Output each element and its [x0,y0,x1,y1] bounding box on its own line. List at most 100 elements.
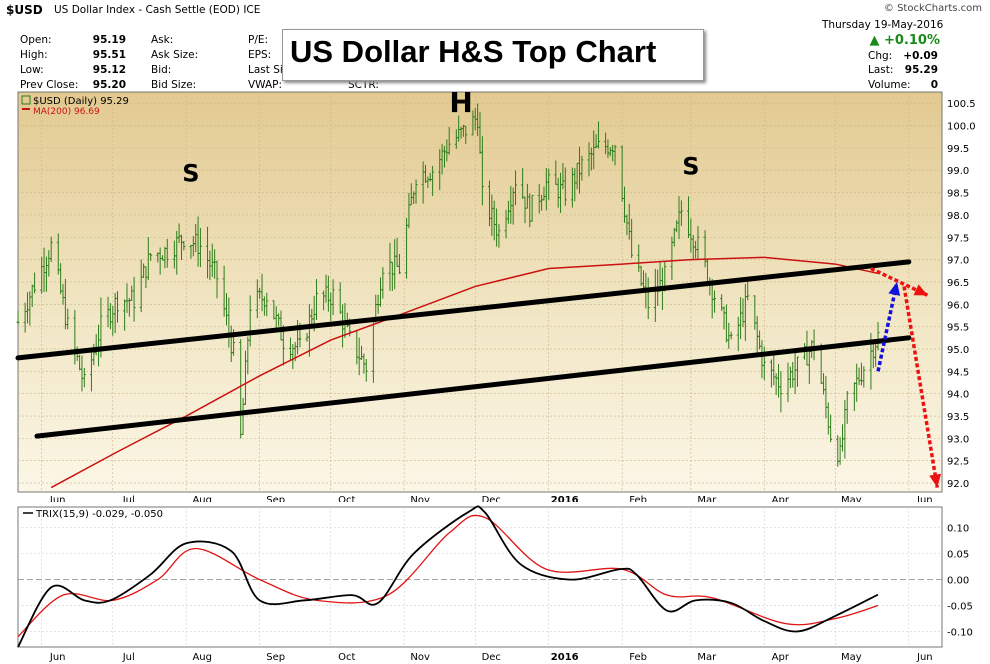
chg-label: Chg: [868,50,893,62]
trix-x-tick-label: 2016 [551,652,579,663]
quote-low-label: Low: [20,64,44,76]
price-panel-background [17,91,943,493]
quote-date: Thursday 19-May-2016 [822,19,944,31]
chg-value: +0.09 [903,50,938,62]
trix-x-tick-label: Jul [122,652,135,663]
projection-arrowhead [888,281,901,296]
y-tick-label: 100.0 [947,122,976,133]
volume-value: 0 [930,79,938,91]
quote-eps-label: EPS: [248,49,272,61]
x-tick-label: May [841,495,862,502]
y-tick-label: 99.0 [947,166,969,177]
trix-y-tick-label: 0.05 [947,550,969,561]
trix-y-tick-label: 0.00 [947,576,969,587]
exchange-label: ICE [243,4,261,16]
x-tick-label: Apr [772,495,790,502]
pattern-label-h: H [449,86,472,119]
legend-ohlc-swatch [21,95,31,105]
overlay-title-box: US Dollar H&S Top Chart [282,29,704,81]
y-tick-label: 95.5 [947,323,969,334]
trix-panel-background [17,506,943,648]
description-text: US Dollar Index - Cash Settle (EOD) [54,4,240,16]
legend-trix: TRIX(15,9) -0.029, -0.050 [35,509,163,520]
y-tick-label: 98.0 [947,211,969,222]
quote-vwap-label: VWAP: [248,79,283,91]
trix-y-tick-label: -0.05 [947,602,973,613]
y-tick-label: 93.5 [947,412,969,423]
trix-line [17,505,879,648]
trix-x-tick-label: Oct [338,652,355,663]
pattern-label-s: S [182,159,199,187]
legend-ma-swatch [22,108,30,110]
y-tick-label: 96.5 [947,278,969,289]
trix-x-tick-label: Apr [772,652,790,663]
y-tick-label: 98.5 [947,189,969,200]
quote-prevclose-value: 95.20 [92,79,126,91]
overlay-title: US Dollar H&S Top Chart [290,34,657,69]
quote-high-value: 95.51 [92,49,126,61]
last-value: 95.29 [904,64,938,76]
quote-bid-label: Bid: [151,64,172,76]
projection-blue [876,281,899,372]
x-tick-label: Dec [482,495,501,502]
trix-x-tick-label: Aug [192,652,212,663]
trix-x-tick-label: Nov [410,652,430,663]
trix-x-tick-label: Dec [482,652,501,663]
y-tick-label: 92.0 [947,479,969,490]
trix-y-tick-label: 0.10 [947,524,969,535]
trendline-lower [34,335,912,439]
y-tick-label: 93.0 [947,434,969,445]
x-tick-label: Aug [192,495,212,502]
quote-prevclose-label: Prev Close: [20,79,79,91]
quote-open-label: Open: [20,34,52,46]
trix-x-tick-label: Sep [266,652,285,663]
quote-bidsize-label: Bid Size: [151,79,197,91]
trix-x-tick-label: Jun [49,652,66,663]
x-tick-label: Mar [697,495,717,502]
trix-x-tick-label: Feb [629,652,647,663]
y-tick-label: 97.0 [947,256,969,267]
x-tick-label: Jun [916,495,933,502]
x-tick-label: Feb [629,495,647,502]
trix-y-tick-label: -0.10 [947,627,973,638]
x-tick-label: Sep [266,495,285,502]
y-tick-label: 92.5 [947,457,969,468]
projection-arrowhead [929,473,942,488]
y-tick-label: 94.5 [947,367,969,378]
quote-open-value: 95.19 [92,34,126,46]
symbol-description: US Dollar Index - Cash Settle (EOD) ICE [54,4,260,16]
y-tick-label: 97.5 [947,233,969,244]
x-tick-label: Jun [49,495,66,502]
x-tick-label: 2016 [551,495,579,502]
quote-header: $USD US Dollar Index - Cash Settle (EOD)… [0,0,990,92]
quote-pe-label: P/E: [248,34,269,46]
y-tick-label: 99.5 [947,144,969,155]
trix-x-tick-label: May [841,652,862,663]
symbol-label: $USD [6,3,43,17]
x-tick-label: Nov [410,495,430,502]
legend-price: $USD (Daily) 95.29 [33,96,129,107]
legend-trix-text: TRIX(15,9) -0.029, -0.050 [35,509,163,520]
quote-sctr-label: SCTR: [348,79,379,91]
volume-label: Volume: [868,79,911,91]
quote-low-value: 95.12 [92,64,126,76]
projection-arrowhead [913,284,928,296]
projection-red [902,286,939,488]
trix-x-tick-label: Mar [697,652,717,663]
price-chart: Jun Jul Aug Sep Oct Nov Dec 2016 Feb Mar Apr May Jun… [15,86,976,502]
quote-ask-label: Ask: [151,34,174,46]
stockcharts-watermark[interactable]: © StockCharts.com [883,3,982,14]
ma200-line [50,256,879,489]
x-tick-label: Jul [122,495,135,502]
x-tick-label: Oct [338,495,355,502]
quote-asksize-label: Ask Size: [151,49,199,61]
y-tick-label: 94.0 [947,390,969,401]
pattern-label-s: S [682,153,699,181]
change-percent: ▲ +0.10% [869,33,940,48]
trix-signal-line [17,514,879,638]
trendline-upper [15,259,912,361]
quote-high-label: High: [20,49,48,61]
y-tick-label: 96.0 [947,300,969,311]
trix-x-tick-label: Jun [916,652,933,663]
y-tick-label: 95.0 [947,345,969,356]
